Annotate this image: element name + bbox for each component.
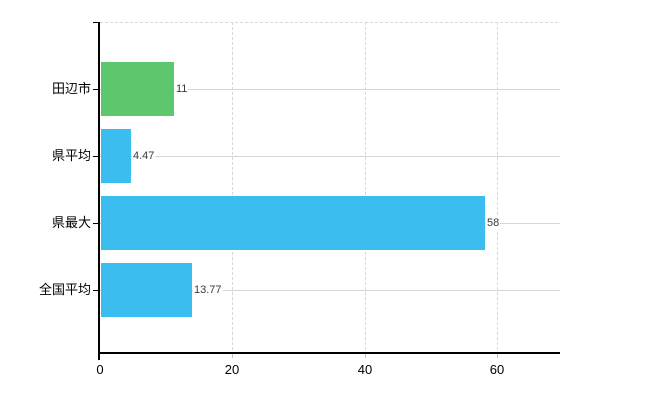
category-label: 全国平均: [38, 282, 91, 297]
v-gridline: [365, 22, 366, 353]
category-label: 県最大: [51, 215, 91, 230]
y-axis-end-tick: [93, 22, 100, 23]
bar: [101, 129, 131, 183]
category-label: 県平均: [51, 148, 91, 163]
row-gridline: [100, 89, 560, 90]
bar-value-label: 11: [175, 83, 189, 96]
x-axis-tick: [232, 354, 233, 358]
x-tick-label: 60: [489, 362, 505, 377]
x-tick-label: 0: [96, 362, 104, 377]
y-axis-tick: [93, 223, 100, 224]
y-axis: [98, 22, 100, 360]
y-axis-tick: [93, 156, 100, 157]
bar-value-label: 58: [486, 217, 501, 230]
v-gridline: [497, 22, 498, 353]
y-axis-tick: [93, 89, 100, 90]
bar: [101, 263, 192, 317]
category-label: 田辺市: [51, 81, 91, 96]
x-axis: [98, 352, 560, 354]
plot-top-border: [100, 22, 560, 23]
row-gridline: [100, 290, 560, 291]
bar: [101, 62, 174, 116]
bar-value-label: 13.77: [193, 284, 223, 297]
bar-value-label: 4.47: [132, 150, 156, 163]
row-gridline: [100, 156, 560, 157]
x-tick-label: 40: [357, 362, 373, 377]
x-tick-label: 20: [224, 362, 240, 377]
bar: [101, 196, 485, 250]
x-axis-tick: [365, 354, 366, 358]
x-axis-tick: [497, 354, 498, 358]
y-axis-tick: [93, 290, 100, 291]
v-gridline: [232, 22, 233, 353]
